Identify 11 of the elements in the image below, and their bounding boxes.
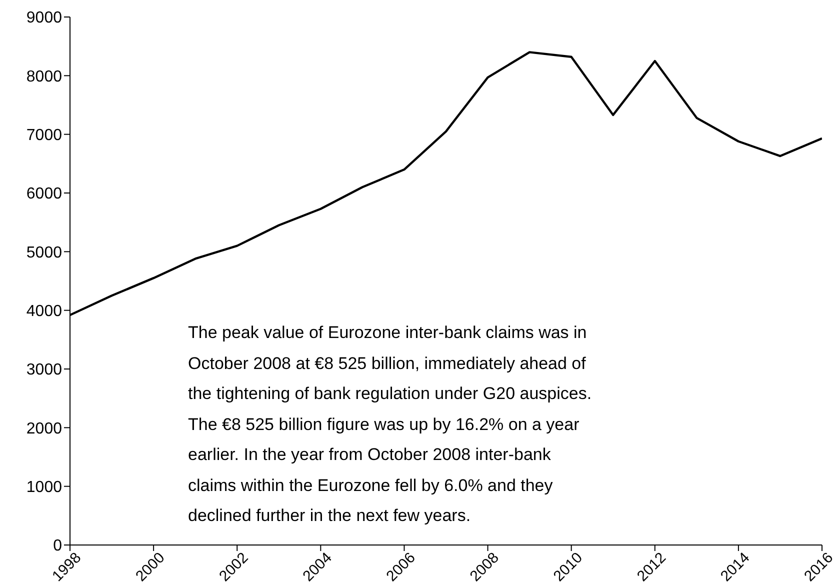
y-tick-label: 1000 — [26, 479, 62, 496]
y-tick-label: 9000 — [26, 10, 62, 27]
y-tick-label: 2000 — [26, 420, 62, 438]
y-tick-label: 3000 — [26, 362, 62, 379]
y-tick-label: 6000 — [26, 186, 62, 203]
y-tick-label: 4000 — [26, 303, 62, 320]
y-tick-label: 8000 — [26, 68, 62, 86]
y-tick-label: 5000 — [26, 244, 62, 262]
y-tick-label: 0 — [53, 538, 62, 555]
annotation: The peak value of Eurozone inter-bank claims was in October 2008 at €8 525 billion, immediately ahead of the tightening of bank regulation under G20 auspices. The €8 525 billion figure was up by 16.2% on a year earlier. In the year from October 2008 inter-bank claims within the Eurozone fell by 6.0% and they declined further in the next few years. — [188, 322, 592, 527]
y-tick-label: 7000 — [26, 127, 62, 144]
